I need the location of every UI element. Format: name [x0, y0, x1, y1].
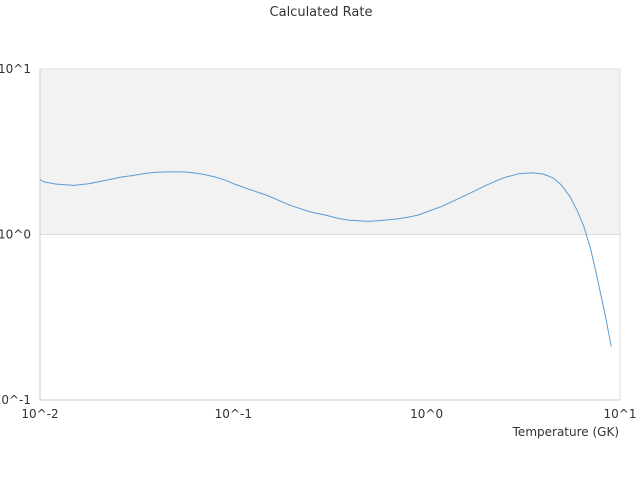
x-tick-label: 10^0 — [410, 407, 443, 421]
y-tick-label: 10^1 — [0, 62, 31, 76]
y-tick-label: 10^0 — [0, 228, 31, 242]
y-tick-label: 10^-1 — [0, 393, 31, 407]
plot-area — [39, 68, 621, 401]
chart-title: Calculated Rate — [270, 5, 373, 20]
x-tick-label: 10^-2 — [21, 407, 58, 421]
shaded-band — [40, 69, 620, 235]
series-line — [39, 171, 612, 347]
tick-labels: 10^-110^010^110^-210^-110^010^1 — [0, 62, 636, 421]
x-tick-label: 10^-1 — [215, 407, 252, 421]
x-axis-label: Temperature (GK) — [512, 425, 619, 439]
x-tick-label: 10^1 — [604, 407, 637, 421]
